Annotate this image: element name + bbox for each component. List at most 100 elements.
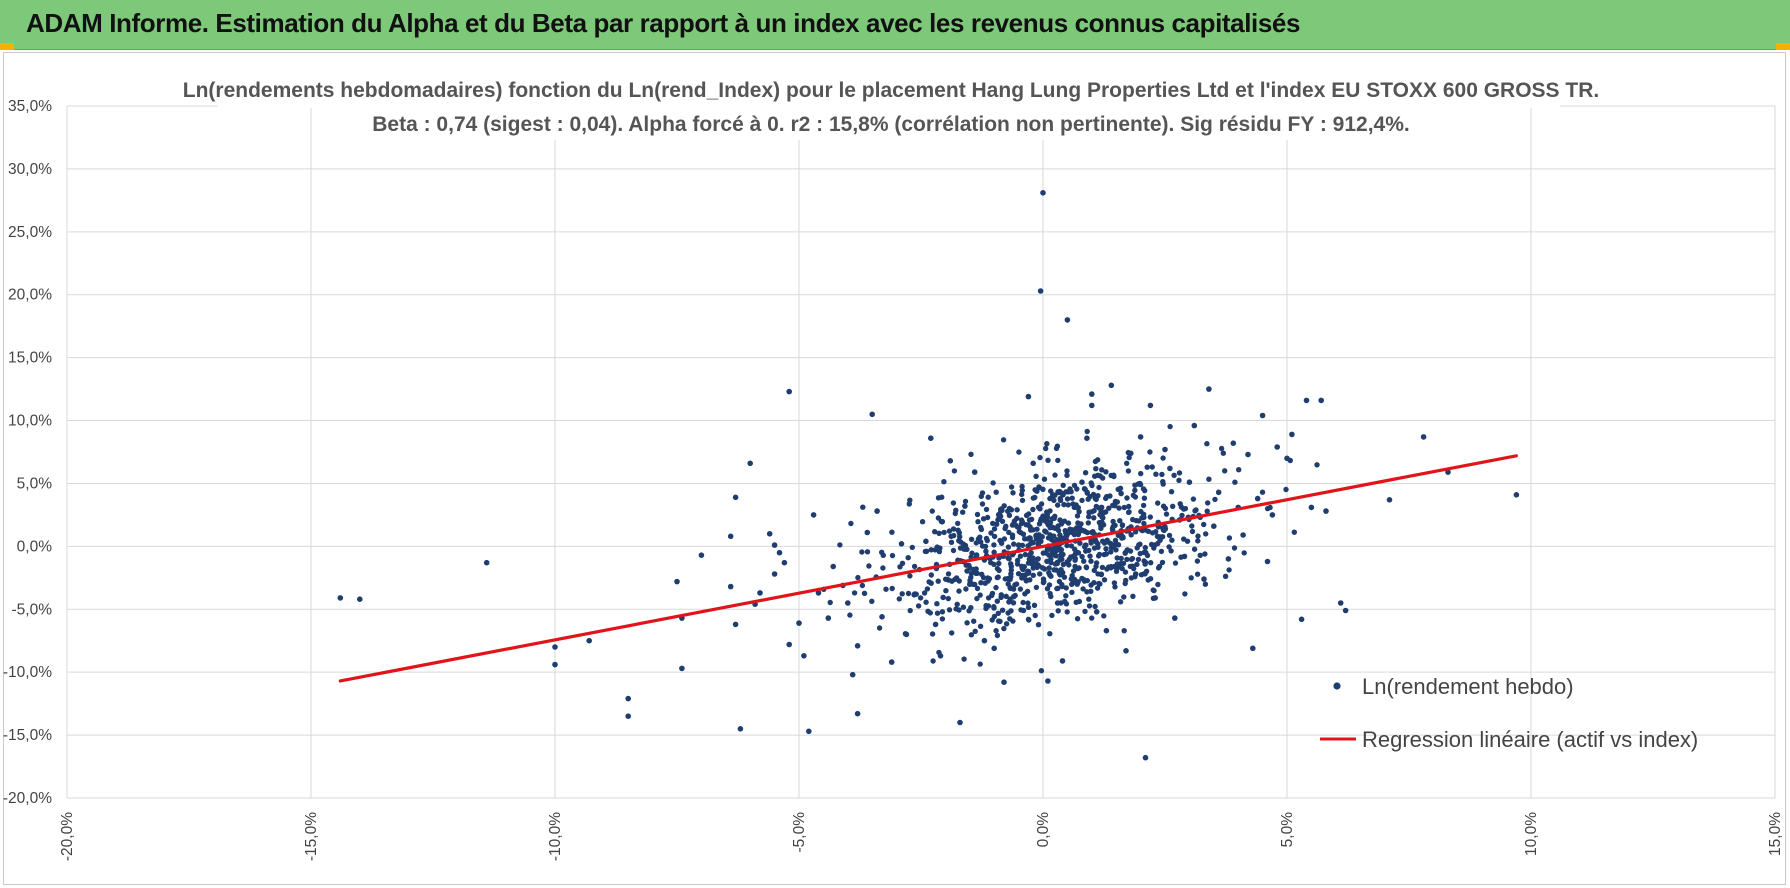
scatter-point — [1132, 487, 1138, 493]
scatter-point — [1123, 577, 1129, 584]
scatter-point — [975, 519, 981, 525]
scatter-point — [1006, 599, 1012, 605]
scatter-point — [1176, 477, 1182, 483]
scatter-point — [1264, 558, 1271, 565]
scatter-point — [1108, 472, 1114, 479]
scatter-point — [1030, 527, 1036, 533]
scatter-point — [1128, 532, 1134, 538]
scatter-point — [1120, 560, 1127, 567]
scatter-point — [915, 603, 922, 609]
scatter-point — [1001, 625, 1007, 632]
scatter-point — [928, 435, 934, 442]
scatter-point — [1259, 489, 1266, 495]
scatter-point — [1016, 524, 1022, 531]
scatter-point — [1121, 504, 1128, 511]
scatter-point — [1025, 570, 1032, 576]
scatter-point — [1100, 510, 1106, 517]
scatter-point — [1191, 546, 1198, 552]
corner-marker-right — [1776, 43, 1790, 50]
legend-marker-points — [1333, 682, 1341, 690]
scatter-point — [1103, 551, 1110, 557]
scatter-point — [1181, 553, 1188, 560]
scatter-point — [991, 561, 997, 567]
scatter-point — [1023, 522, 1029, 528]
scatter-point — [911, 563, 918, 570]
scatter-point — [934, 601, 940, 607]
scatter-point — [985, 494, 991, 500]
scatter-point — [1264, 505, 1271, 512]
scatter-point — [1096, 484, 1102, 491]
scatter-point — [1129, 555, 1136, 562]
scatter-point — [880, 552, 886, 558]
scatter-point — [1159, 559, 1166, 566]
scatter-point — [1006, 512, 1013, 518]
legend: Ln(rendement hebdo) Regression linéaire … — [1320, 674, 1698, 752]
scatter-point — [1082, 470, 1089, 476]
scatter-point — [854, 710, 861, 717]
scatter-point — [880, 565, 886, 571]
scatter-point — [1125, 468, 1132, 474]
scatter-point — [1037, 571, 1043, 577]
scatter-point — [1190, 496, 1197, 502]
scatter-point — [1057, 532, 1063, 538]
scatter-point — [1008, 507, 1015, 513]
scatter-point — [1091, 567, 1098, 574]
scatter-point — [698, 552, 705, 558]
scatter-point — [999, 607, 1006, 613]
scatter-point — [896, 596, 902, 602]
scatter-point — [1072, 546, 1078, 552]
scatter-point — [1055, 457, 1061, 464]
scatter-point — [1118, 490, 1124, 497]
scatter-point — [1075, 528, 1082, 534]
scatter-point — [969, 550, 975, 556]
scatter-point — [1155, 500, 1161, 506]
scatter-point — [1010, 586, 1017, 592]
scatter-point — [1074, 581, 1080, 587]
scatter-point — [1099, 564, 1106, 571]
scatter-point — [1104, 566, 1110, 572]
scatter-point — [1045, 678, 1051, 684]
scatter-point — [1212, 496, 1218, 503]
scatter-point — [883, 586, 889, 592]
scatter-point — [903, 631, 910, 638]
scatter-point — [991, 542, 997, 548]
scatter-point — [955, 520, 961, 527]
scatter-point — [909, 544, 915, 551]
scatter-point — [983, 605, 989, 612]
scatter-point — [1205, 500, 1211, 506]
scatter-point — [985, 595, 992, 601]
scatter-point — [1069, 495, 1075, 501]
scatter-point — [950, 526, 957, 532]
scatter-point — [973, 570, 979, 576]
scatter-point — [953, 507, 959, 513]
scatter-point — [957, 534, 963, 540]
scatter-point — [993, 489, 999, 495]
scatter-point — [941, 479, 947, 485]
scatter-point — [849, 671, 856, 678]
scatter-point — [1128, 450, 1134, 457]
scatter-point — [1093, 609, 1100, 615]
scatter-point — [1084, 490, 1090, 496]
scatter-point — [1193, 507, 1199, 513]
scatter-point — [1019, 491, 1025, 498]
scatter-point — [1044, 514, 1051, 520]
scatter-point — [1046, 565, 1052, 571]
scatter-point — [934, 610, 941, 616]
scatter-point — [1130, 516, 1136, 523]
scatter-point — [1056, 489, 1062, 496]
scatter-point — [1037, 288, 1044, 294]
scatter-point — [1043, 445, 1049, 452]
scatter-point — [1000, 437, 1007, 443]
scatter-point — [1069, 529, 1076, 536]
scatter-point — [1007, 616, 1013, 622]
scatter-point — [1157, 537, 1163, 543]
scatter-point — [1098, 525, 1104, 532]
scatter-point — [1103, 469, 1109, 475]
scatter-point — [929, 508, 935, 514]
scatter-point — [1089, 529, 1095, 535]
scatter-point — [1137, 434, 1144, 440]
y-tick-label: 10,0% — [8, 413, 52, 430]
scatter-point — [1030, 555, 1036, 561]
scatter-point — [1099, 467, 1105, 473]
